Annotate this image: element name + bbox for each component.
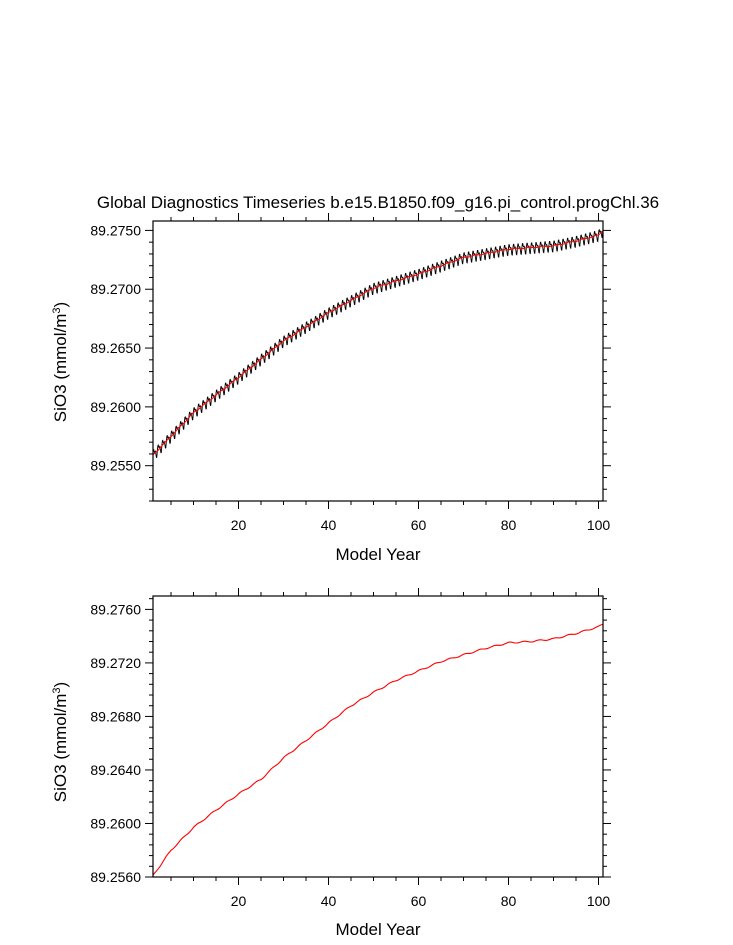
y-tick-label: 89.2560 [90,869,141,885]
x-tick-label: 60 [411,517,427,533]
y-tick-label: 89.2760 [90,601,141,617]
x-tick-label: 40 [321,517,337,533]
x-tick-label: 60 [411,893,427,909]
y-tick-label: 89.2550 [90,458,141,474]
y-tick-label: 89.2720 [90,655,141,671]
y-tick-label: 89.2640 [90,762,141,778]
x-tick-label: 80 [501,893,517,909]
x-tick-label: 80 [501,517,517,533]
x-tick-label: 100 [587,893,611,909]
x-tick-label: 20 [231,893,247,909]
x-tick-label: 40 [321,893,337,909]
y-tick-label: 89.2750 [90,222,141,238]
x-axis-label: Model Year [335,920,420,939]
y-tick-label: 89.2680 [90,708,141,724]
chart-title: Global Diagnostics Timeseries b.e15.B185… [97,193,659,212]
y-tick-label: 89.2600 [90,399,141,415]
plot-frame [152,595,604,878]
series-line-annual-mean [153,623,603,876]
y-axis-label: SiO3 (mmol/m3) [51,682,70,802]
series-line-annual-mean [153,230,603,456]
y-tick-label: 89.2700 [90,281,141,297]
y-axis-label: SiO3 (mmol/m3) [51,302,70,422]
panel-bottom: 20 40 60 80 100 89.2560 89.2600 89.2640 89.2680… [51,588,611,939]
series-line-monthly [153,228,603,458]
x-tick-label: 100 [587,517,611,533]
panel-top: 20 40 60 80 100 89.2550 89.2600 89.2650 89.2700… [51,213,611,564]
x-axis-label: Model Year [335,545,420,564]
x-tick-label: 20 [231,517,247,533]
plot-frame [152,220,604,502]
y-tick-label: 89.2600 [90,815,141,831]
y-tick-label: 89.2650 [90,340,141,356]
